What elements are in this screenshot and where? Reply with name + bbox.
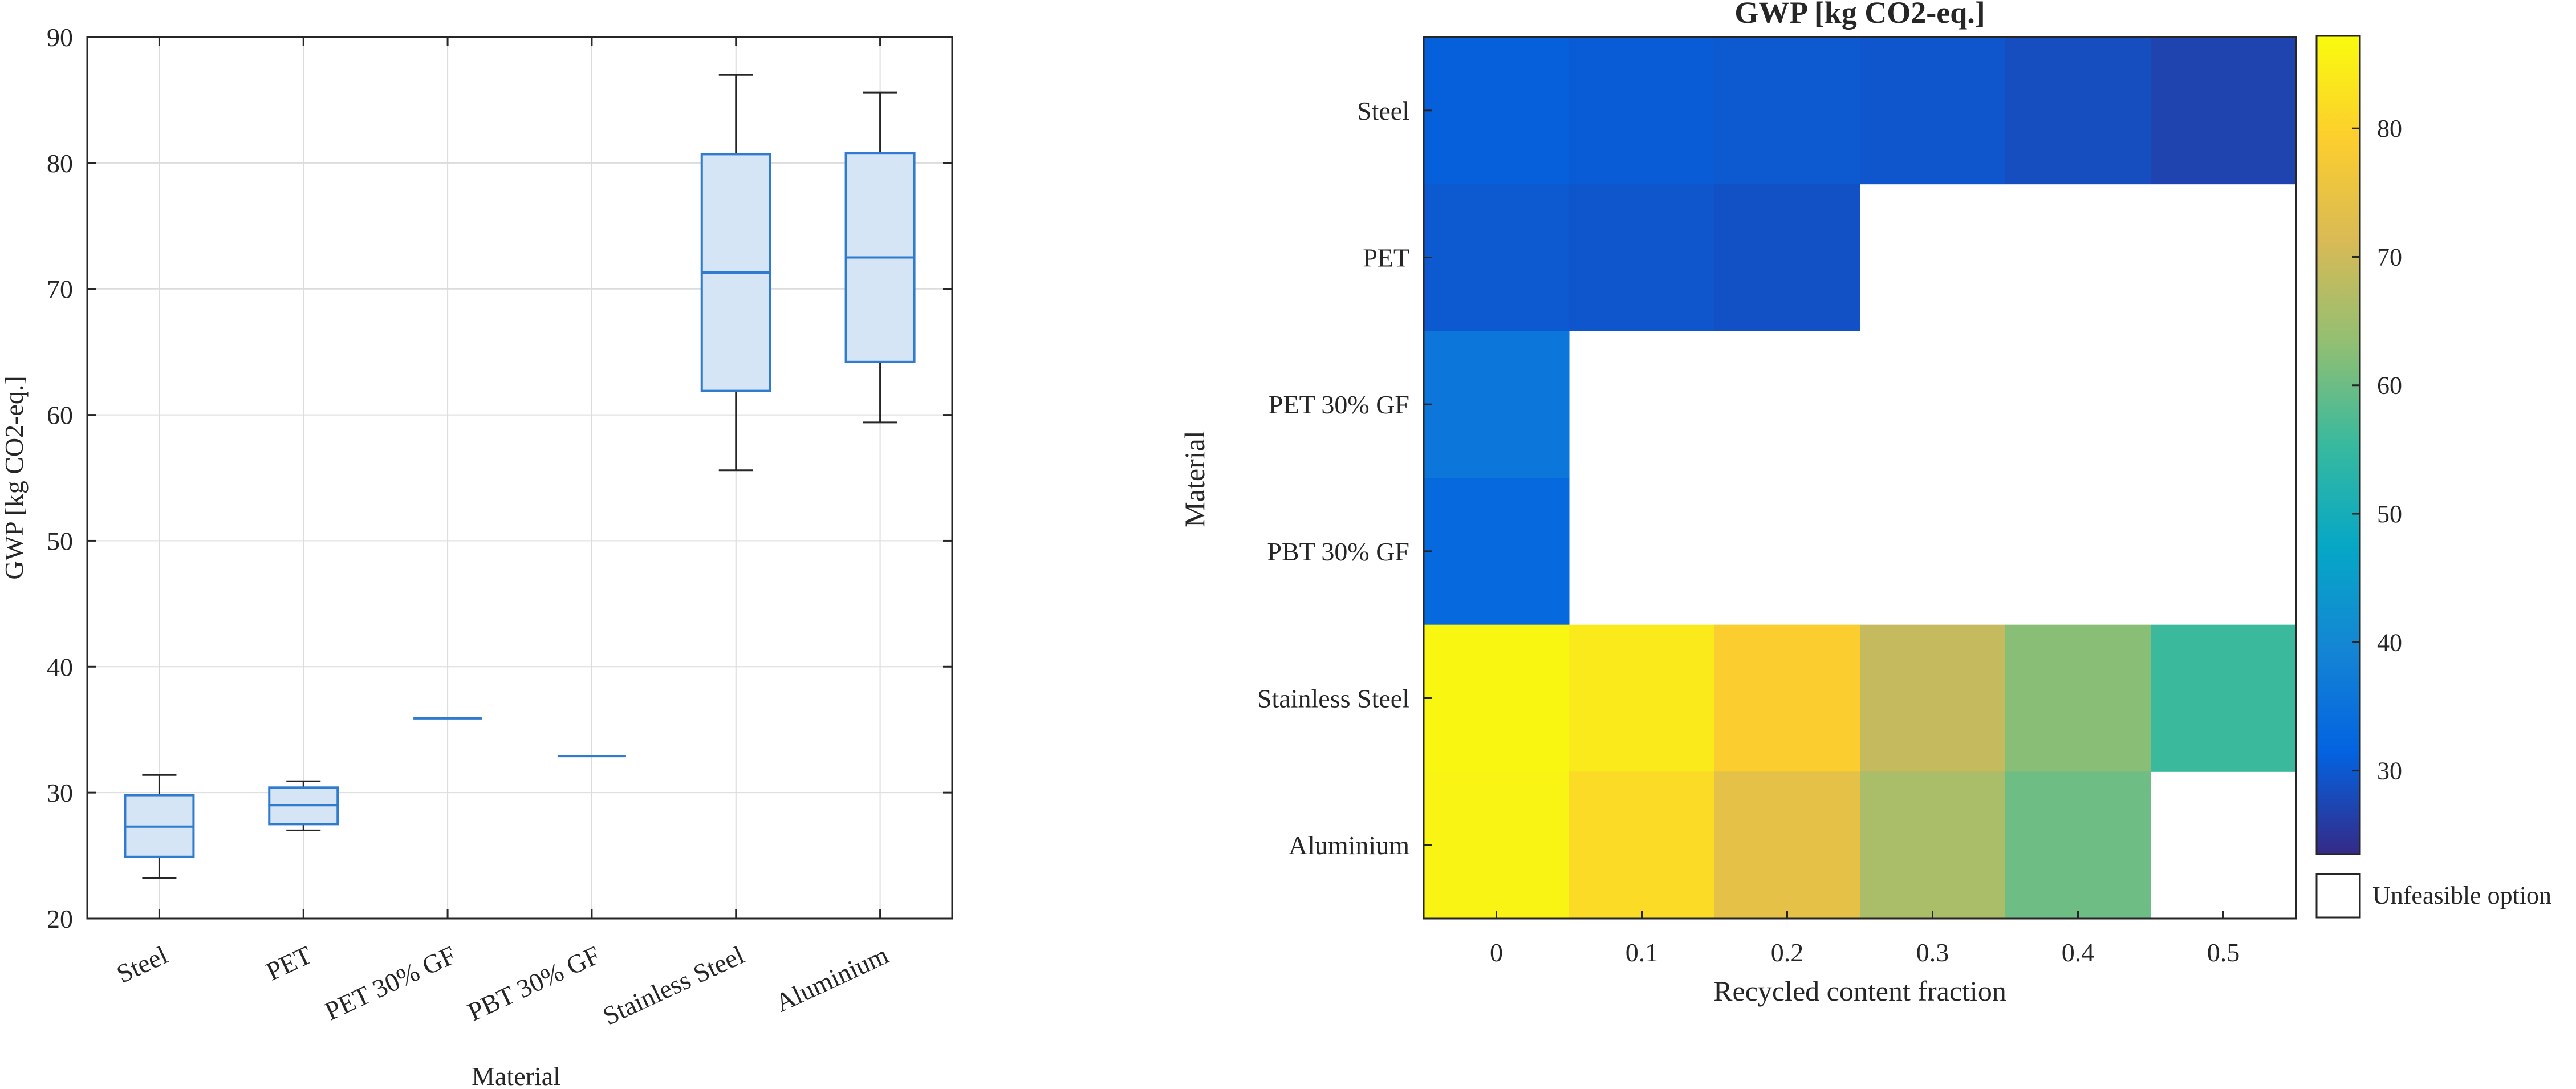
heatmap-cell xyxy=(1860,771,2006,919)
boxplot-boxes xyxy=(124,74,916,879)
x-tick-label: 0.4 xyxy=(2062,938,2095,967)
y-tick-label: Steel xyxy=(1357,96,1409,125)
y-tick-label: 70 xyxy=(47,275,73,304)
heatmap-x-axis-label: Recycled content fraction xyxy=(1713,975,2006,1007)
y-tick-label: 90 xyxy=(47,23,73,52)
heatmap-cell xyxy=(1569,771,1715,919)
y-tick-label: 20 xyxy=(47,904,73,933)
x-tick-label: 0.1 xyxy=(1626,938,1659,967)
heatmap-cell xyxy=(1424,184,1570,331)
heatmap-cell xyxy=(1860,37,2006,185)
heatmap-cell xyxy=(1424,624,1570,772)
y-tick-label: 40 xyxy=(47,652,73,681)
heatmap-cell xyxy=(2151,624,2297,772)
x-tick-label: 0.2 xyxy=(1771,938,1804,967)
heatmap-title: GWP [kg CO2-eq.] xyxy=(1734,0,1985,30)
heatmap-cell xyxy=(1860,624,2006,772)
boxplot-axes xyxy=(86,36,953,920)
boxplot-ticks: 20 30 40 50 60 70 80 90 Steel PET PET 30% GF PBT 30… xyxy=(47,23,952,1031)
y-tick-label: Aluminium xyxy=(1289,831,1409,860)
heatmap-cell xyxy=(2005,771,2151,919)
y-tick-label: 50 xyxy=(47,526,73,555)
colorbar-tick-label: 50 xyxy=(2377,500,2402,528)
x-tick-label: Stainless Steel xyxy=(598,940,749,1031)
colorbar-tick-label: 70 xyxy=(2377,243,2402,271)
heatmap-cell xyxy=(1424,771,1570,919)
heatmap-cell xyxy=(1569,184,1715,331)
heatmap-cell xyxy=(1424,331,1570,478)
y-tick-label: PET 30% GF xyxy=(1269,390,1409,419)
heatmap-cell xyxy=(2005,624,2151,772)
heatmap-cell xyxy=(1569,624,1715,772)
heatmap-cell xyxy=(2151,37,2297,185)
y-tick-label: 60 xyxy=(47,401,73,430)
boxplot-y-axis-label: GWP [kg CO2-eq.] xyxy=(0,376,29,579)
boxplot-grid xyxy=(87,36,952,919)
boxplot-chart: 20 30 40 50 60 70 80 90 Steel PET PET 30% GF PBT 30… xyxy=(0,23,953,1089)
x-tick-label: 0.3 xyxy=(1916,938,1949,967)
heatmap-axes xyxy=(1423,36,2297,920)
heatmap-y-axis-label: Material xyxy=(1179,430,1210,527)
y-tick-label: 80 xyxy=(47,149,73,178)
y-tick-label: Stainless Steel xyxy=(1257,684,1409,713)
heatmap-chart: GWP [kg CO2-eq.] 0 0.1 0.2 0.3 0.4 0.5 Steel PE… xyxy=(1179,0,2551,1007)
colorbar-tick-label: 60 xyxy=(2377,372,2402,400)
colorbar xyxy=(2315,35,2361,855)
x-tick-label: Aluminium xyxy=(771,940,893,1018)
colorbar-ticks: 30 40 50 60 70 80 xyxy=(2352,115,2402,785)
heatmap-cells xyxy=(1424,37,2297,919)
heatmap-cell xyxy=(1424,37,1570,185)
y-tick-label: 30 xyxy=(47,778,73,807)
x-tick-label: PBT 30% GF xyxy=(463,940,604,1027)
colorbar-tick-label: 40 xyxy=(2377,628,2402,656)
colorbar-tick-label: 30 xyxy=(2377,757,2402,785)
heatmap-cell xyxy=(2005,37,2151,185)
boxplot-x-axis-label: Material xyxy=(472,1062,560,1089)
heatmap-cell xyxy=(1424,478,1570,625)
x-tick-label: 0.5 xyxy=(2207,938,2240,967)
heatmap-cell xyxy=(1714,37,1860,185)
heatmap-ticks: 0 0.1 0.2 0.3 0.4 0.5 Steel PET PET 30% GF PBT 30… xyxy=(1257,96,2240,967)
y-tick-label: PBT 30% GF xyxy=(1267,537,1409,566)
x-tick-label: Steel xyxy=(112,940,172,989)
x-tick-label: 0 xyxy=(1490,938,1503,967)
x-tick-label: PET xyxy=(262,940,316,986)
unfeasible-option-swatch xyxy=(2315,873,2361,919)
heatmap-cell xyxy=(1714,771,1860,919)
heatmap-cell xyxy=(1714,624,1860,772)
colorbar-tick-label: 80 xyxy=(2377,115,2402,143)
heatmap-cell xyxy=(1569,37,1715,185)
heatmap-cell xyxy=(1714,184,1860,331)
x-tick-label: PET 30% GF xyxy=(320,940,460,1026)
y-tick-label: PET xyxy=(1363,243,1409,273)
unfeasible-option-label: Unfeasible option xyxy=(2372,881,2551,909)
